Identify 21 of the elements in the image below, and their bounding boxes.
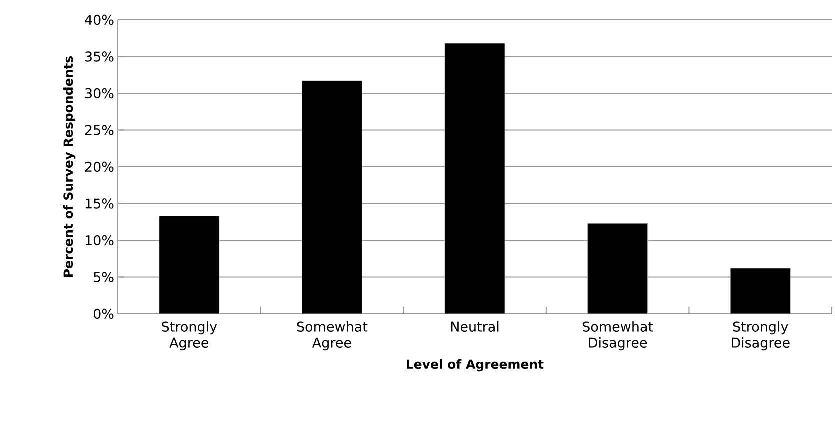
y-tick-label: 10% [86, 235, 114, 246]
y-tick-label: 40% [85, 14, 114, 26]
bar [730, 268, 791, 314]
y-tick-label: 5% [94, 272, 114, 282]
y-tick-label: 30% [86, 88, 114, 99]
bar [302, 80, 362, 314]
x-tick-label: Somewhat Agree [297, 322, 368, 351]
y-tick-label: 20% [85, 162, 114, 172]
bar [444, 43, 506, 314]
x-axis-title: Level of Agreement [407, 359, 544, 372]
x-tick-label: Strongly Agree [162, 322, 218, 351]
y-tick-label: 15% [86, 198, 114, 209]
bar [588, 223, 648, 314]
y-axis-title: Percent of Survey Respondents [63, 56, 76, 277]
y-tick-label: 35% [86, 52, 114, 62]
y-tick-label: 25% [85, 125, 114, 136]
bar [159, 216, 220, 314]
x-tick-label: Strongly Disagree [732, 322, 790, 351]
y-tick-label: 0% [94, 308, 114, 320]
x-tick-label: Neutral [451, 322, 499, 332]
x-tick-label: Somewhat Disagree [582, 322, 654, 351]
